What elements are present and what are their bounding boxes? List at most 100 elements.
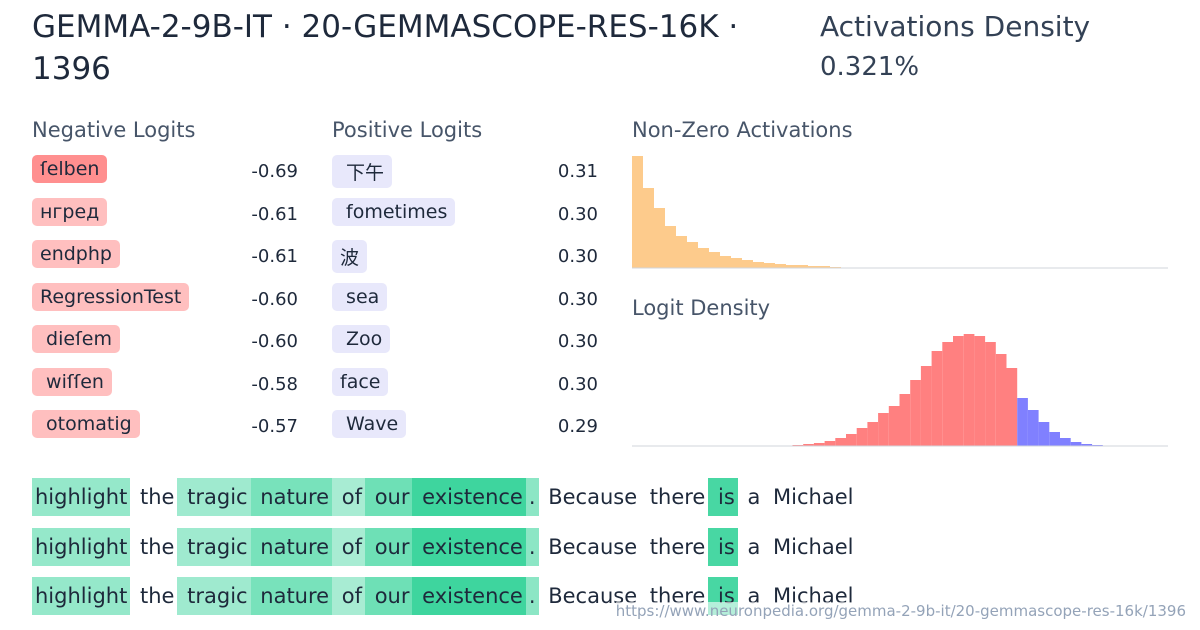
bar — [731, 258, 742, 268]
density-value: 0.321% — [820, 52, 920, 82]
logit-value: 0.30 — [557, 288, 598, 310]
bar — [824, 441, 836, 446]
logit-value: 0.30 — [557, 246, 598, 267]
bar — [974, 336, 986, 446]
density-label: Activations Density — [820, 10, 1091, 43]
snippet-token: a — [740, 485, 761, 509]
bar — [720, 256, 731, 268]
token: Zoo — [332, 325, 391, 353]
bar — [1006, 368, 1018, 446]
bar — [856, 428, 868, 446]
token: endphp — [32, 240, 120, 268]
token: fometimes — [332, 197, 456, 226]
snippet-token: . — [525, 577, 539, 615]
bar — [742, 260, 753, 268]
token: 下午 — [332, 155, 393, 188]
snippet-token: highlight — [32, 527, 131, 566]
token: 波 — [332, 240, 368, 273]
snippet-token: our — [365, 577, 413, 615]
bar — [643, 188, 654, 268]
bar — [797, 265, 808, 268]
bar — [808, 266, 819, 268]
bar — [931, 351, 943, 446]
snippet-token: existence — [412, 527, 526, 566]
snippet-token: Michael — [766, 534, 854, 559]
bar — [846, 434, 857, 446]
section-title: Non-Zero Activations — [632, 118, 853, 142]
token: RegressionTest — [32, 282, 190, 311]
logit-value: -0.61 — [251, 246, 298, 267]
bar — [1060, 438, 1071, 446]
snippet-token: nature — [250, 577, 333, 615]
logit-value: -0.61 — [251, 203, 298, 225]
snippet-token: tragic — [177, 577, 251, 615]
bar — [654, 208, 665, 268]
activations-histogram — [632, 156, 1168, 269]
bar — [786, 265, 797, 268]
bar — [665, 226, 676, 268]
snippet-token: of — [332, 478, 366, 516]
bar — [867, 422, 879, 446]
snippet-token: of — [332, 577, 366, 615]
token: otomatig — [32, 410, 140, 438]
snippet-token: Because — [541, 485, 638, 509]
logit-value: -0.60 — [251, 331, 298, 352]
snippet-token: . — [525, 527, 539, 566]
snippet-token: tragic — [177, 527, 251, 566]
bar — [819, 266, 830, 268]
bar — [1027, 410, 1039, 446]
bar — [899, 394, 911, 446]
bar — [953, 336, 964, 446]
bar — [775, 264, 786, 268]
snippet-token: highlight — [32, 577, 131, 615]
snippet-token: Michael — [766, 485, 854, 509]
snippet-token: . — [525, 478, 539, 516]
bar — [813, 443, 825, 446]
section-title: Negative Logits — [32, 118, 196, 142]
bar — [632, 156, 643, 268]
logit-value: -0.60 — [251, 288, 298, 310]
bar — [963, 334, 975, 446]
snippet-token: Because — [541, 534, 638, 559]
bar — [753, 262, 764, 268]
snippet: highlight the tragic nature of our exist… — [32, 478, 856, 516]
token: wiſſen — [32, 367, 112, 396]
bar — [1038, 422, 1050, 446]
bar — [803, 444, 814, 446]
logit-value: 0.30 — [557, 331, 598, 352]
bar — [942, 342, 953, 446]
bar — [698, 248, 709, 268]
bar — [1017, 398, 1028, 446]
snippet-token: the — [133, 534, 175, 559]
bar — [764, 263, 775, 268]
bar — [835, 438, 846, 446]
bar — [687, 242, 698, 268]
bar — [920, 366, 932, 446]
token: Wave — [332, 410, 407, 438]
token: sea — [332, 282, 388, 311]
snippet-token: there — [643, 485, 706, 509]
snippet-token: our — [365, 478, 413, 516]
logit-value: 0.31 — [557, 161, 598, 182]
title: GEMMA-2-9B-IT · 20-GEMMASCOPE-RES-16K · … — [32, 9, 739, 87]
snippet-token: existence — [412, 478, 526, 516]
bar — [910, 380, 921, 446]
snippet-token: our — [365, 527, 413, 566]
snippet-token: nature — [250, 527, 333, 566]
logit-value: -0.69 — [251, 161, 298, 182]
bar — [1081, 444, 1093, 446]
logit-value: -0.57 — [251, 416, 298, 437]
logit-value: 0.30 — [557, 203, 598, 225]
snippet-token: highlight — [32, 478, 131, 516]
snippet-token: of — [332, 527, 366, 566]
snippet: highlight the tragic nature of our exist… — [32, 527, 856, 566]
bar — [878, 413, 889, 446]
url: https://www.neuronpedia.org/gemma-2-9b-i… — [615, 602, 1186, 620]
bar — [995, 354, 1007, 446]
snippet-token: there — [643, 534, 706, 559]
snippet-token: is — [708, 527, 738, 566]
snippet-token: tragic — [177, 478, 251, 516]
section-title: Logit Density — [632, 296, 771, 320]
logit-value: -0.58 — [251, 373, 298, 395]
